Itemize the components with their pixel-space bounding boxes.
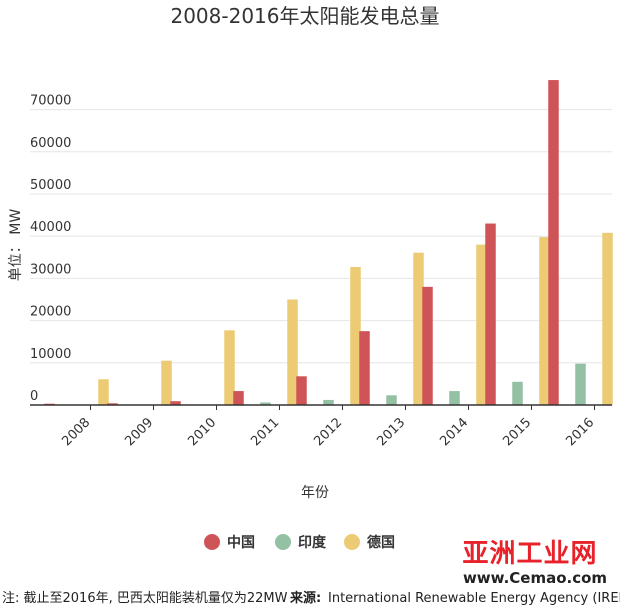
legend-item-印度: 印度 <box>275 534 327 551</box>
x-tick-label: 2013 <box>374 415 408 449</box>
watermark-main: 亚洲工业网 <box>462 539 597 569</box>
x-tick-label: 2016 <box>563 415 597 449</box>
x-axis: 2008 2009 2010 2011 2012 2013 2014 2015 2016 <box>59 405 597 449</box>
legend-item-德国: 德国 <box>344 534 395 551</box>
bar-德国-2008 <box>98 379 109 405</box>
x-tick-label: 2014 <box>437 415 471 449</box>
x-tick-label: 2012 <box>311 415 345 449</box>
bar-印度-2014 <box>449 391 460 405</box>
x-axis-label: 年份 <box>301 485 329 501</box>
bar-德国-2010 <box>224 330 235 405</box>
y-tick-label: 0 <box>30 389 38 404</box>
footnote-source-label: 来源: <box>289 590 321 606</box>
chart-title: 2008-2016年太阳能发电总量 <box>170 4 439 28</box>
x-tick-label: 2011 <box>248 415 282 449</box>
legend-label: 中国 <box>227 534 255 551</box>
bar-中国-2011 <box>233 391 244 405</box>
bar-德国-2016 <box>602 232 613 405</box>
legend-item-中国: 中国 <box>204 534 255 551</box>
bar-印度-2012 <box>323 399 334 405</box>
legend-label: 印度 <box>298 534 327 551</box>
y-axis: 0 10000 20000 30000 40000 50000 60000 70000 <box>30 94 71 404</box>
bar-中国-2010 <box>170 401 181 405</box>
bar-印度-2013 <box>386 395 397 405</box>
bar-印度-2016 <box>575 363 586 405</box>
watermark-logo: 亚洲工业网 www.Cemao.com <box>462 539 607 587</box>
y-tick-label: 50000 <box>30 178 71 193</box>
bar-德国-2011 <box>287 299 298 405</box>
grid <box>30 109 612 364</box>
y-tick-label: 60000 <box>30 136 71 151</box>
y-axis-label: 单位： MW <box>8 209 24 282</box>
watermark-sub: www.Cemao.com <box>463 569 607 587</box>
x-tick-label: 2008 <box>59 415 93 449</box>
bar-德国-2014 <box>476 244 487 405</box>
footnote-source-text: International Renewable Energy Agency (I… <box>328 591 620 606</box>
bar-中国-2016 <box>548 80 559 405</box>
y-tick-label: 10000 <box>30 347 71 362</box>
x-tick-label: 2015 <box>500 415 534 449</box>
y-tick-label: 20000 <box>30 305 71 320</box>
bar-德国-2013 <box>413 252 424 405</box>
y-tick-label: 30000 <box>30 262 71 277</box>
x-tick-label: 2009 <box>122 415 156 449</box>
legend-label: 德国 <box>367 534 395 551</box>
bar-印度-2015 <box>512 381 523 405</box>
legend-swatch <box>275 534 291 550</box>
bars <box>44 80 613 405</box>
bar-中国-2013 <box>359 331 370 405</box>
footnote-note: 注: 截止至2016年, 巴西太阳能装机量仅为22MW <box>2 591 288 606</box>
x-tick-label: 2010 <box>185 415 219 449</box>
footnote: 注: 截止至2016年, 巴西太阳能装机量仅为22MW 来源: Internat… <box>2 590 620 606</box>
bar-德国-2015 <box>539 237 550 405</box>
legend-swatch <box>344 534 360 550</box>
bar-德国-2012 <box>350 267 361 405</box>
bar-德国-2009 <box>161 360 172 405</box>
bar-中国-2012 <box>296 376 307 405</box>
bar-印度-2011 <box>260 402 271 405</box>
bar-中国-2009 <box>107 403 118 405</box>
y-tick-label: 40000 <box>30 220 71 235</box>
legend: 中国 印度 德国 <box>204 534 395 551</box>
y-tick-label: 70000 <box>30 94 71 109</box>
bar-中国-2015 <box>485 223 496 405</box>
bar-中国-2014 <box>422 286 433 405</box>
legend-swatch <box>204 534 220 550</box>
